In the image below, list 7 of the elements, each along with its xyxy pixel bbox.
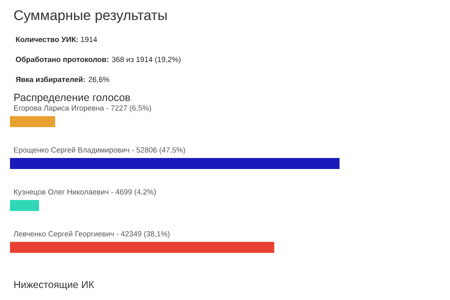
bar (10, 242, 274, 253)
text: Нижестоящие ИК (14, 281, 94, 290)
chart-title: Суммарные результаты (14, 10, 167, 23)
bar (10, 200, 39, 211)
bar (10, 158, 340, 170)
bar (10, 116, 56, 128)
text: Распределение голосов (14, 94, 130, 104)
